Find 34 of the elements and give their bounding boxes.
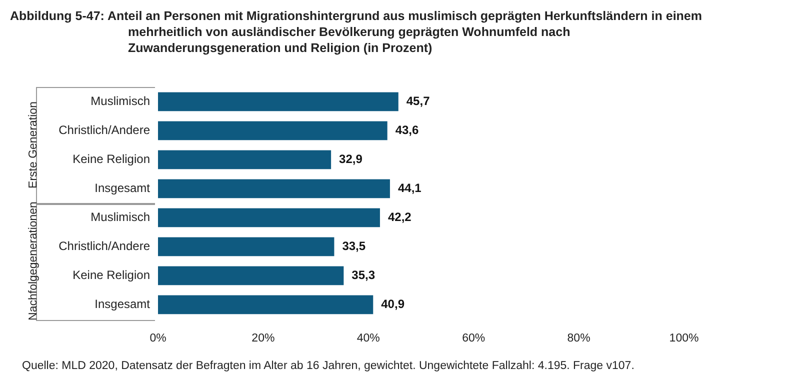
source-note: Quelle: MLD 2020, Datensatz der Befragten im Alter ab 16 Jahren, gewichtet. Ungewichtete Fallzahl: 4.195. Frage v107. (22, 360, 634, 372)
text: Erste Generation (26, 102, 39, 189)
x-tick-label: 80% (567, 332, 590, 344)
bar (158, 150, 332, 170)
bar (158, 237, 334, 256)
bar (158, 266, 344, 286)
y-tick-label: Muslimisch (90, 94, 150, 108)
bar (158, 179, 390, 198)
data-label: 33,5 (342, 239, 366, 254)
data-label: 45,7 (406, 94, 430, 108)
data-label: 32,9 (339, 152, 363, 166)
data-label: 42,2 (388, 210, 412, 224)
x-tick-label: 0% (150, 332, 166, 344)
x-tick-label: 20% (252, 332, 275, 344)
bar (158, 92, 398, 112)
y-tick-label: Christlich/Andere (58, 123, 150, 138)
y-tick-label: Muslimisch (90, 210, 150, 224)
data-label: 43,6 (395, 123, 420, 138)
y-tick-label: Keine Religion (72, 268, 150, 282)
y-tick-label: Keine Religion (72, 152, 150, 166)
y-tick-label: Insgesamt (94, 297, 151, 312)
data-label: 40,9 (381, 297, 405, 312)
y-tick-label: Christlich/Andere (58, 239, 150, 254)
chart-title: Abbildung 5-47: Anteil an Personen mit Migrationshintergrund aus muslimisch geprägten Herkunftsländern in einem mehrheitlich von ausländischer Bevölkerung geprägten Wohnumfeld nach Zuwanderungsgeneration und Religion (in Prozent) (10, 8, 703, 56)
x-tick-label: 60% (462, 332, 486, 344)
x-tick-label: 100% (669, 332, 699, 344)
bar (158, 121, 388, 140)
x-tick-label: 40% (356, 332, 380, 344)
bar (158, 295, 374, 314)
data-label: 35,3 (352, 268, 376, 282)
data-label: 44,1 (398, 181, 422, 196)
text: Nachfolgegenerationen (26, 202, 39, 321)
bar (158, 208, 380, 228)
y-tick-label: Insgesamt (94, 181, 151, 196)
